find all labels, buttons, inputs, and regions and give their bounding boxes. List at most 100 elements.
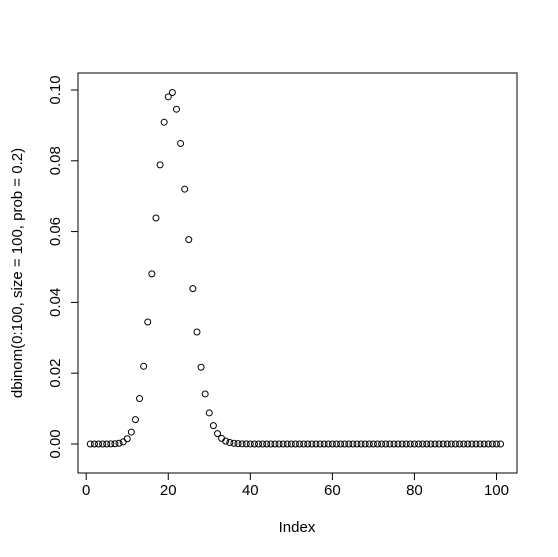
point (296, 440, 304, 448)
y-axis-title: dbinom(0:100, size = 100, prob = 0.2) (9, 148, 26, 398)
point (131, 416, 139, 424)
point (480, 440, 488, 448)
point (181, 185, 189, 193)
point (464, 440, 472, 448)
point (439, 440, 447, 448)
point (185, 236, 193, 244)
point (230, 439, 238, 447)
point (324, 440, 332, 448)
point (382, 440, 390, 448)
point (152, 214, 160, 222)
point (238, 440, 246, 448)
point (316, 440, 324, 448)
point (456, 440, 464, 448)
point (140, 362, 148, 370)
point (168, 88, 176, 96)
point (90, 440, 98, 448)
point (222, 437, 230, 445)
point (255, 440, 263, 448)
x-tick-label: 40 (242, 482, 259, 499)
point (263, 440, 271, 448)
point (271, 440, 279, 448)
point (300, 440, 308, 448)
x-tick-label: 0 (82, 482, 90, 499)
point (279, 440, 287, 448)
point (95, 440, 103, 448)
point (378, 440, 386, 448)
point (402, 440, 410, 448)
point (427, 440, 435, 448)
x-tick-label: 80 (406, 482, 423, 499)
point (443, 440, 451, 448)
point (103, 440, 111, 448)
point (193, 328, 201, 336)
point (349, 440, 357, 448)
point (164, 93, 172, 101)
point (394, 440, 402, 448)
point (107, 440, 115, 448)
point (197, 363, 205, 371)
point (304, 440, 312, 448)
point (488, 440, 496, 448)
point (386, 440, 394, 448)
point (291, 440, 299, 448)
point (345, 440, 353, 448)
point (423, 440, 431, 448)
point (320, 440, 328, 448)
point (246, 440, 254, 448)
point (250, 440, 258, 448)
point (332, 440, 340, 448)
point (406, 440, 414, 448)
plot-box (77, 72, 518, 474)
point (460, 440, 468, 448)
point (353, 440, 361, 448)
point (341, 440, 349, 448)
point (492, 440, 500, 448)
point (119, 438, 127, 446)
point (189, 285, 197, 293)
point (357, 440, 365, 448)
point (468, 440, 476, 448)
point (435, 440, 443, 448)
point (390, 440, 398, 448)
point (201, 390, 209, 398)
point (419, 440, 427, 448)
y-tick-label: 0.02 (47, 359, 64, 388)
point (205, 409, 213, 417)
point (398, 440, 406, 448)
point (365, 440, 373, 448)
point (156, 161, 164, 169)
point (369, 440, 377, 448)
point (86, 440, 94, 448)
x-axis-title: Index (279, 519, 316, 536)
y-tick-label: 0.06 (47, 217, 64, 246)
x-tick-label: 60 (324, 482, 341, 499)
point (242, 440, 250, 448)
point (209, 422, 217, 430)
point (127, 428, 135, 436)
point (111, 440, 119, 448)
point (476, 440, 484, 448)
point (99, 440, 107, 448)
point (148, 270, 156, 278)
point (123, 435, 131, 443)
point (374, 440, 382, 448)
point (226, 439, 234, 447)
point (160, 118, 168, 126)
point (337, 440, 345, 448)
point (431, 440, 439, 448)
point (312, 440, 320, 448)
point (308, 440, 316, 448)
y-tick-label: 0.10 (47, 75, 64, 104)
point (115, 439, 123, 447)
point (259, 440, 267, 448)
point (361, 440, 369, 448)
point (283, 440, 291, 448)
point (136, 395, 144, 403)
point (497, 440, 505, 448)
point (415, 440, 423, 448)
point (472, 440, 480, 448)
point (172, 105, 180, 113)
point (267, 440, 275, 448)
